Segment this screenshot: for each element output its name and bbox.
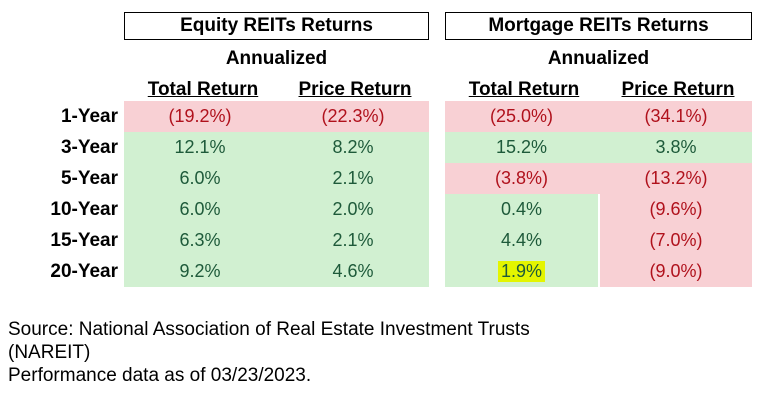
cell-5-year-mortgage-total: (3.8%) <box>494 168 548 188</box>
cell-10-year-mortgage-price: (9.6%) <box>600 194 752 225</box>
equity-subtitle: Annualized <box>225 48 328 69</box>
returns-row-3-year-mortgage-bg <box>445 132 752 163</box>
cell-5-year-equity-total: 6.0% <box>179 168 221 188</box>
returns-row-20-year-equity-bg <box>124 256 429 287</box>
cell-15-year-mortgage-total-bg <box>445 225 598 256</box>
cell-20-year-equity-total: 9.2% <box>179 261 221 281</box>
cell-20-year-mortgage-price: (9.0%) <box>600 256 752 287</box>
cell-3-year-equity-total: 12.1% <box>174 137 226 157</box>
cell-1-year-mortgage-total: (25.0%) <box>489 106 554 126</box>
row-label-10-year: 10-Year <box>50 198 118 220</box>
cell-20-year-mortgage-total-wrap: 1.9% <box>445 256 598 287</box>
cell-3-year-equity-price: 8.2% <box>332 137 374 157</box>
cell-3-year-mortgage-total: 15.2% <box>495 137 548 157</box>
highlighted-value: 1.9% <box>497 261 546 282</box>
cell-10-year-mortgage-total: 0.4% <box>500 199 543 219</box>
cell-1-year-equity-price: (22.3%) <box>321 106 385 126</box>
equity-reits-title: Equity REITs Returns <box>124 12 429 40</box>
row-label-20-year: 20-Year <box>50 260 118 282</box>
cell-10-year-equity-total: 6.0% <box>179 199 221 219</box>
returns-row-10-year-equity-bg <box>124 194 429 225</box>
cell-1-year-mortgage-price: (34.1%) <box>644 106 708 126</box>
cell-1-year-equity-total: (19.2%) <box>168 106 232 126</box>
mortgage-reits-title: Mortgage REITs Returns <box>445 12 752 40</box>
row-label-1-year: 1-Year <box>60 105 118 127</box>
returns-row-1-year-mortgage-bg <box>445 101 752 132</box>
mortgage-total-return-header: Total Return <box>468 79 580 100</box>
source-line-3: Performance data as of 03/23/2023. <box>8 365 312 386</box>
returns-row-15-year-equity-bg <box>124 225 429 256</box>
cell-15-year-equity-price: 2.1% <box>332 230 374 250</box>
returns-row-5-year-mortgage-bg <box>445 163 752 194</box>
row-label-5-year: 5-Year <box>60 167 118 189</box>
cell-10-year-mortgage-total-bg <box>445 194 598 225</box>
cell-15-year-equity-total: 6.3% <box>179 230 221 250</box>
cell-15-year-mortgage-total: 4.4% <box>500 230 543 250</box>
returns-row-3-year-equity-bg <box>124 132 429 163</box>
source-note: Source: National Association of Real Est… <box>8 318 748 387</box>
returns-row-5-year-equity-bg <box>124 163 429 194</box>
cell-5-year-equity-price: 2.1% <box>332 168 374 188</box>
row-label-15-year: 15-Year <box>50 229 118 251</box>
cell-5-year-mortgage-price: (13.2%) <box>644 168 708 188</box>
cell-3-year-mortgage-price: 3.8% <box>655 137 697 157</box>
cell-20-year-equity-price: 4.6% <box>332 261 374 281</box>
mortgage-price-return-header: Price Return <box>621 79 735 100</box>
equity-price-return-header: Price Return <box>298 79 412 100</box>
row-label-3-year: 3-Year <box>60 136 118 158</box>
cell-15-year-mortgage-price: (7.0%) <box>600 225 752 256</box>
returns-row-1-year-equity-bg <box>124 101 429 132</box>
source-line-2: (NAREIT) <box>8 342 91 363</box>
equity-total-return-header: Total Return <box>147 79 259 100</box>
cell-10-year-equity-price: 2.0% <box>332 199 374 219</box>
source-line-1: Source: National Association of Real Est… <box>8 319 530 340</box>
mortgage-subtitle: Annualized <box>547 48 650 69</box>
